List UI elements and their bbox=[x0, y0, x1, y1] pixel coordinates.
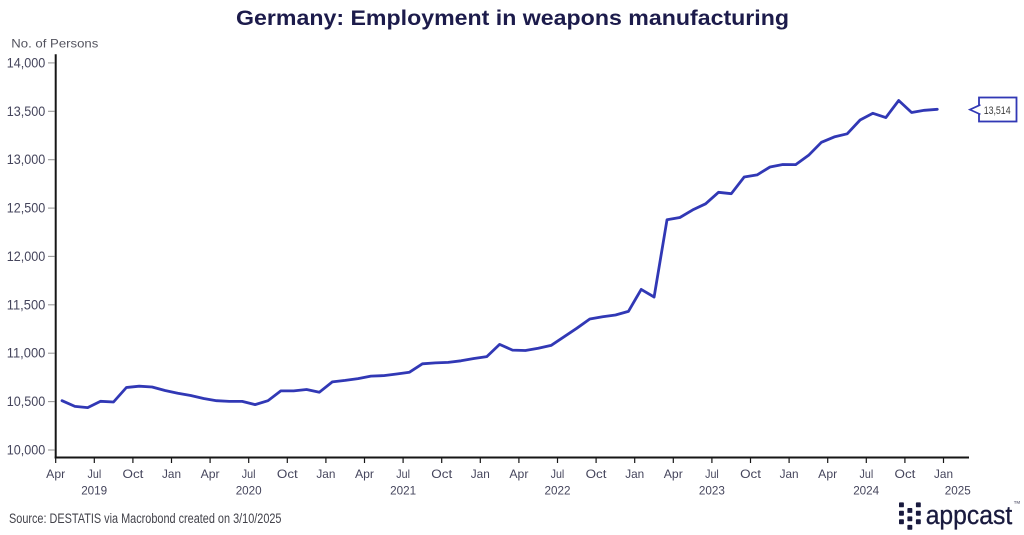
svg-text:Apr: Apr bbox=[664, 467, 683, 481]
svg-text:2024: 2024 bbox=[853, 484, 879, 498]
svg-text:Apr: Apr bbox=[355, 467, 374, 481]
svg-text:13,500: 13,500 bbox=[7, 104, 46, 119]
svg-text:Jan: Jan bbox=[625, 467, 644, 481]
svg-text:Jul: Jul bbox=[88, 467, 102, 481]
svg-text:Oct: Oct bbox=[586, 467, 608, 481]
svg-text:Apr: Apr bbox=[201, 467, 220, 481]
svg-text:2022: 2022 bbox=[545, 484, 571, 498]
svg-text:Jan: Jan bbox=[780, 467, 799, 481]
svg-text:™: ™ bbox=[1013, 499, 1021, 508]
svg-text:10,500: 10,500 bbox=[7, 394, 46, 409]
svg-text:appcast: appcast bbox=[926, 502, 1013, 530]
svg-text:2025: 2025 bbox=[945, 484, 971, 498]
svg-text:Apr: Apr bbox=[818, 467, 837, 481]
svg-text:Oct: Oct bbox=[895, 467, 917, 481]
svg-text:Oct: Oct bbox=[123, 467, 145, 481]
svg-text:2021: 2021 bbox=[390, 484, 416, 498]
svg-text:Apr: Apr bbox=[509, 467, 528, 481]
svg-text:12,000: 12,000 bbox=[7, 249, 46, 264]
svg-text:2019: 2019 bbox=[81, 484, 107, 498]
svg-text:Oct: Oct bbox=[277, 467, 299, 481]
svg-text:14,000: 14,000 bbox=[7, 55, 46, 70]
svg-text:Jul: Jul bbox=[396, 467, 410, 481]
svg-text:Jul: Jul bbox=[860, 467, 874, 481]
svg-text:Oct: Oct bbox=[431, 467, 453, 481]
svg-text:Oct: Oct bbox=[740, 467, 762, 481]
svg-text:Jan: Jan bbox=[934, 467, 953, 481]
svg-text:2023: 2023 bbox=[699, 484, 725, 498]
svg-text:Jul: Jul bbox=[242, 467, 256, 481]
svg-text:13,000: 13,000 bbox=[7, 152, 46, 167]
svg-text:Source: DESTATIS via Macrobond: Source: DESTATIS via Macrobond created o… bbox=[9, 511, 282, 527]
svg-text:Apr: Apr bbox=[46, 467, 65, 481]
svg-text:11,500: 11,500 bbox=[7, 297, 46, 312]
svg-text:No. of Persons: No. of Persons bbox=[11, 37, 98, 51]
svg-text:Jul: Jul bbox=[705, 467, 719, 481]
svg-text:Jan: Jan bbox=[316, 467, 335, 481]
svg-text:11,000: 11,000 bbox=[7, 346, 46, 361]
svg-text:Germany: Employment in weapons: Germany: Employment in weapons manufactu… bbox=[236, 6, 789, 30]
svg-text:Jan: Jan bbox=[162, 467, 181, 481]
svg-text:Jan: Jan bbox=[471, 467, 490, 481]
svg-text:12,500: 12,500 bbox=[7, 201, 46, 216]
svg-text:Jul: Jul bbox=[551, 467, 565, 481]
svg-text:10,000: 10,000 bbox=[7, 443, 46, 458]
svg-text:13,514: 13,514 bbox=[984, 105, 1011, 117]
svg-text:2020: 2020 bbox=[236, 484, 262, 498]
